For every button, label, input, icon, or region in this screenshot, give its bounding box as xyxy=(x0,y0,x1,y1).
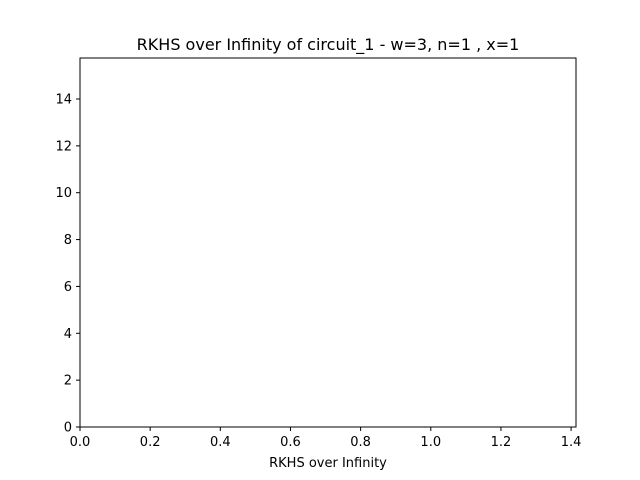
chart-title: RKHS over Infinity of circuit_1 - w=3, n… xyxy=(137,35,520,55)
x-tick-label: 0.0 xyxy=(70,435,91,450)
y-tick-label: 6 xyxy=(64,280,72,295)
y-tick-label: 2 xyxy=(64,374,72,389)
y-axis-ticks: 0 2 4 6 8 10 12 14 xyxy=(55,93,80,436)
x-tick-label: 0.4 xyxy=(210,435,231,450)
y-tick-label: 0 xyxy=(64,421,72,436)
y-tick-label: 4 xyxy=(64,327,72,342)
y-tick-label: 14 xyxy=(55,93,72,108)
y-tick-label: 8 xyxy=(64,233,72,248)
y-tick-label: 10 xyxy=(55,186,72,201)
x-axis-label: RKHS over Infinity xyxy=(269,456,387,471)
x-tick-label: 1.2 xyxy=(491,435,512,450)
plot-area-frame xyxy=(79,57,577,428)
y-tick-label: 12 xyxy=(55,139,72,154)
x-tick-label: 0.6 xyxy=(280,435,301,450)
x-tick-label: 1.4 xyxy=(561,435,582,450)
x-tick-label: 0.2 xyxy=(140,435,161,450)
x-axis-ticks: 0.0 0.2 0.4 0.6 0.8 1.0 1.2 1.4 xyxy=(70,427,582,450)
x-tick-label: 0.8 xyxy=(350,435,371,450)
x-tick-label: 1.0 xyxy=(420,435,441,450)
